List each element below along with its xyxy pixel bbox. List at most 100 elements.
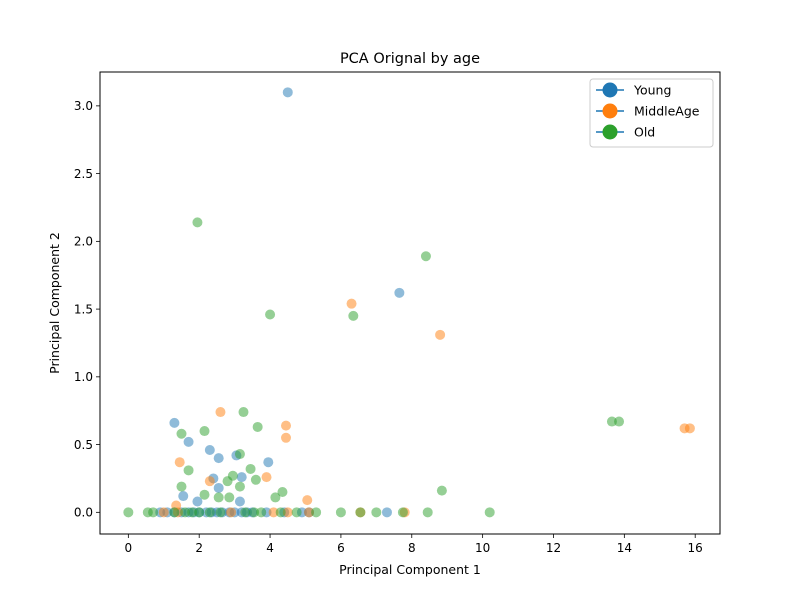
scatter-point (371, 507, 382, 518)
legend-label: Young (633, 83, 671, 98)
scatter-point (263, 457, 274, 468)
scatter-point (213, 492, 224, 503)
scatter-point (234, 449, 245, 460)
scatter-point (183, 436, 194, 447)
legend-marker (602, 103, 618, 119)
scatter-point (148, 507, 159, 518)
scatter-point (215, 407, 226, 418)
scatter-point (614, 416, 625, 427)
scatter-point (250, 474, 261, 485)
scatter-point (281, 432, 291, 443)
x-tick-label: 0 (125, 541, 133, 555)
scatter-point (484, 507, 495, 518)
scatter-point (355, 507, 366, 518)
y-tick-label: 2.0 (74, 235, 93, 249)
y-tick-label: 0.0 (74, 506, 93, 520)
x-tick-label: 6 (337, 541, 345, 555)
scatter-point (265, 309, 276, 320)
scatter-point (346, 298, 357, 309)
scatter-point (158, 507, 169, 518)
scatter-point (268, 507, 279, 518)
points-layer (123, 87, 695, 518)
scatter-point (192, 217, 203, 228)
scatter-point (176, 481, 187, 492)
scatter-point (226, 507, 237, 518)
scatter-point (606, 416, 617, 427)
scatter-point (435, 329, 446, 340)
y-tick-label: 3.0 (74, 99, 93, 113)
legend: Young MiddleAge Old (589, 78, 714, 148)
scatter-point (261, 472, 272, 483)
legend-marker (602, 124, 618, 140)
scatter-point (684, 423, 695, 434)
scatter-point (282, 507, 293, 518)
x-axis: 0 2 4 6 8 10 12 14 16 (125, 534, 703, 555)
scatter-point (304, 507, 315, 518)
scatter-point (245, 463, 256, 474)
scatter-point (194, 507, 205, 518)
legend-label: MiddleAge (634, 104, 700, 119)
scatter-point (381, 507, 392, 518)
scatter-point (335, 507, 346, 518)
x-tick-label: 12 (546, 541, 561, 555)
x-tick-label: 16 (688, 541, 703, 555)
scatter-point (302, 495, 313, 506)
scatter-point (311, 507, 322, 518)
scatter-point (238, 407, 249, 418)
scatter-point (397, 507, 408, 518)
scatter-point (420, 251, 431, 262)
scatter-point (240, 507, 251, 518)
legend-label: Old (634, 125, 655, 140)
scatter-point (192, 496, 203, 507)
x-tick-label: 4 (266, 541, 274, 555)
y-tick-label: 2.5 (74, 167, 93, 181)
scatter-point (249, 507, 260, 518)
scatter-point (213, 453, 224, 464)
scatter-point (199, 489, 210, 500)
x-axis-label: Principal Component 1 (339, 562, 481, 577)
scatter-point (234, 496, 245, 507)
scatter-point (256, 507, 267, 518)
scatter-point (281, 420, 291, 431)
chart-title: PCA Orignal by age (340, 51, 480, 67)
scatter-point (204, 445, 215, 455)
scatter-point (123, 507, 134, 518)
plot-frame (99, 71, 721, 535)
scatter-point (252, 421, 263, 432)
x-tick-label: 14 (617, 541, 632, 555)
scatter-point (436, 485, 447, 496)
y-tick-label: 1.0 (74, 370, 93, 384)
scatter-point (176, 428, 187, 439)
scatter-point (394, 287, 405, 298)
scatter-point (275, 507, 286, 518)
scatter-point (224, 492, 235, 503)
scatter-point (291, 507, 302, 518)
scatter-point (270, 492, 281, 503)
scatter-point (169, 507, 180, 518)
scatter-point (234, 481, 245, 492)
scatter-point (222, 476, 233, 487)
scatter-point (236, 472, 247, 483)
scatter-point (178, 491, 189, 502)
scatter-point (199, 426, 210, 437)
scatter-point (180, 507, 191, 518)
x-tick-label: 8 (408, 541, 416, 555)
legend-box (589, 78, 714, 148)
y-axis: 0.0 0.5 1.0 1.5 2.0 2.5 3.0 (74, 99, 100, 520)
scatter-point (204, 507, 215, 518)
scatter-point (174, 457, 185, 468)
scatter-point (187, 507, 198, 518)
legend-marker (602, 82, 618, 98)
y-tick-label: 0.5 (74, 438, 93, 452)
scatter-point (277, 487, 288, 497)
scatter-point (169, 417, 180, 428)
y-tick-label: 1.5 (74, 302, 93, 316)
scatter-point (213, 482, 224, 493)
y-axis-label: Principal Component 2 (47, 232, 62, 374)
scatter-point (215, 507, 226, 518)
scatter-point (282, 87, 293, 98)
scatter-point (422, 507, 433, 518)
x-tick-label: 10 (475, 541, 490, 555)
scatter-point (183, 465, 194, 476)
